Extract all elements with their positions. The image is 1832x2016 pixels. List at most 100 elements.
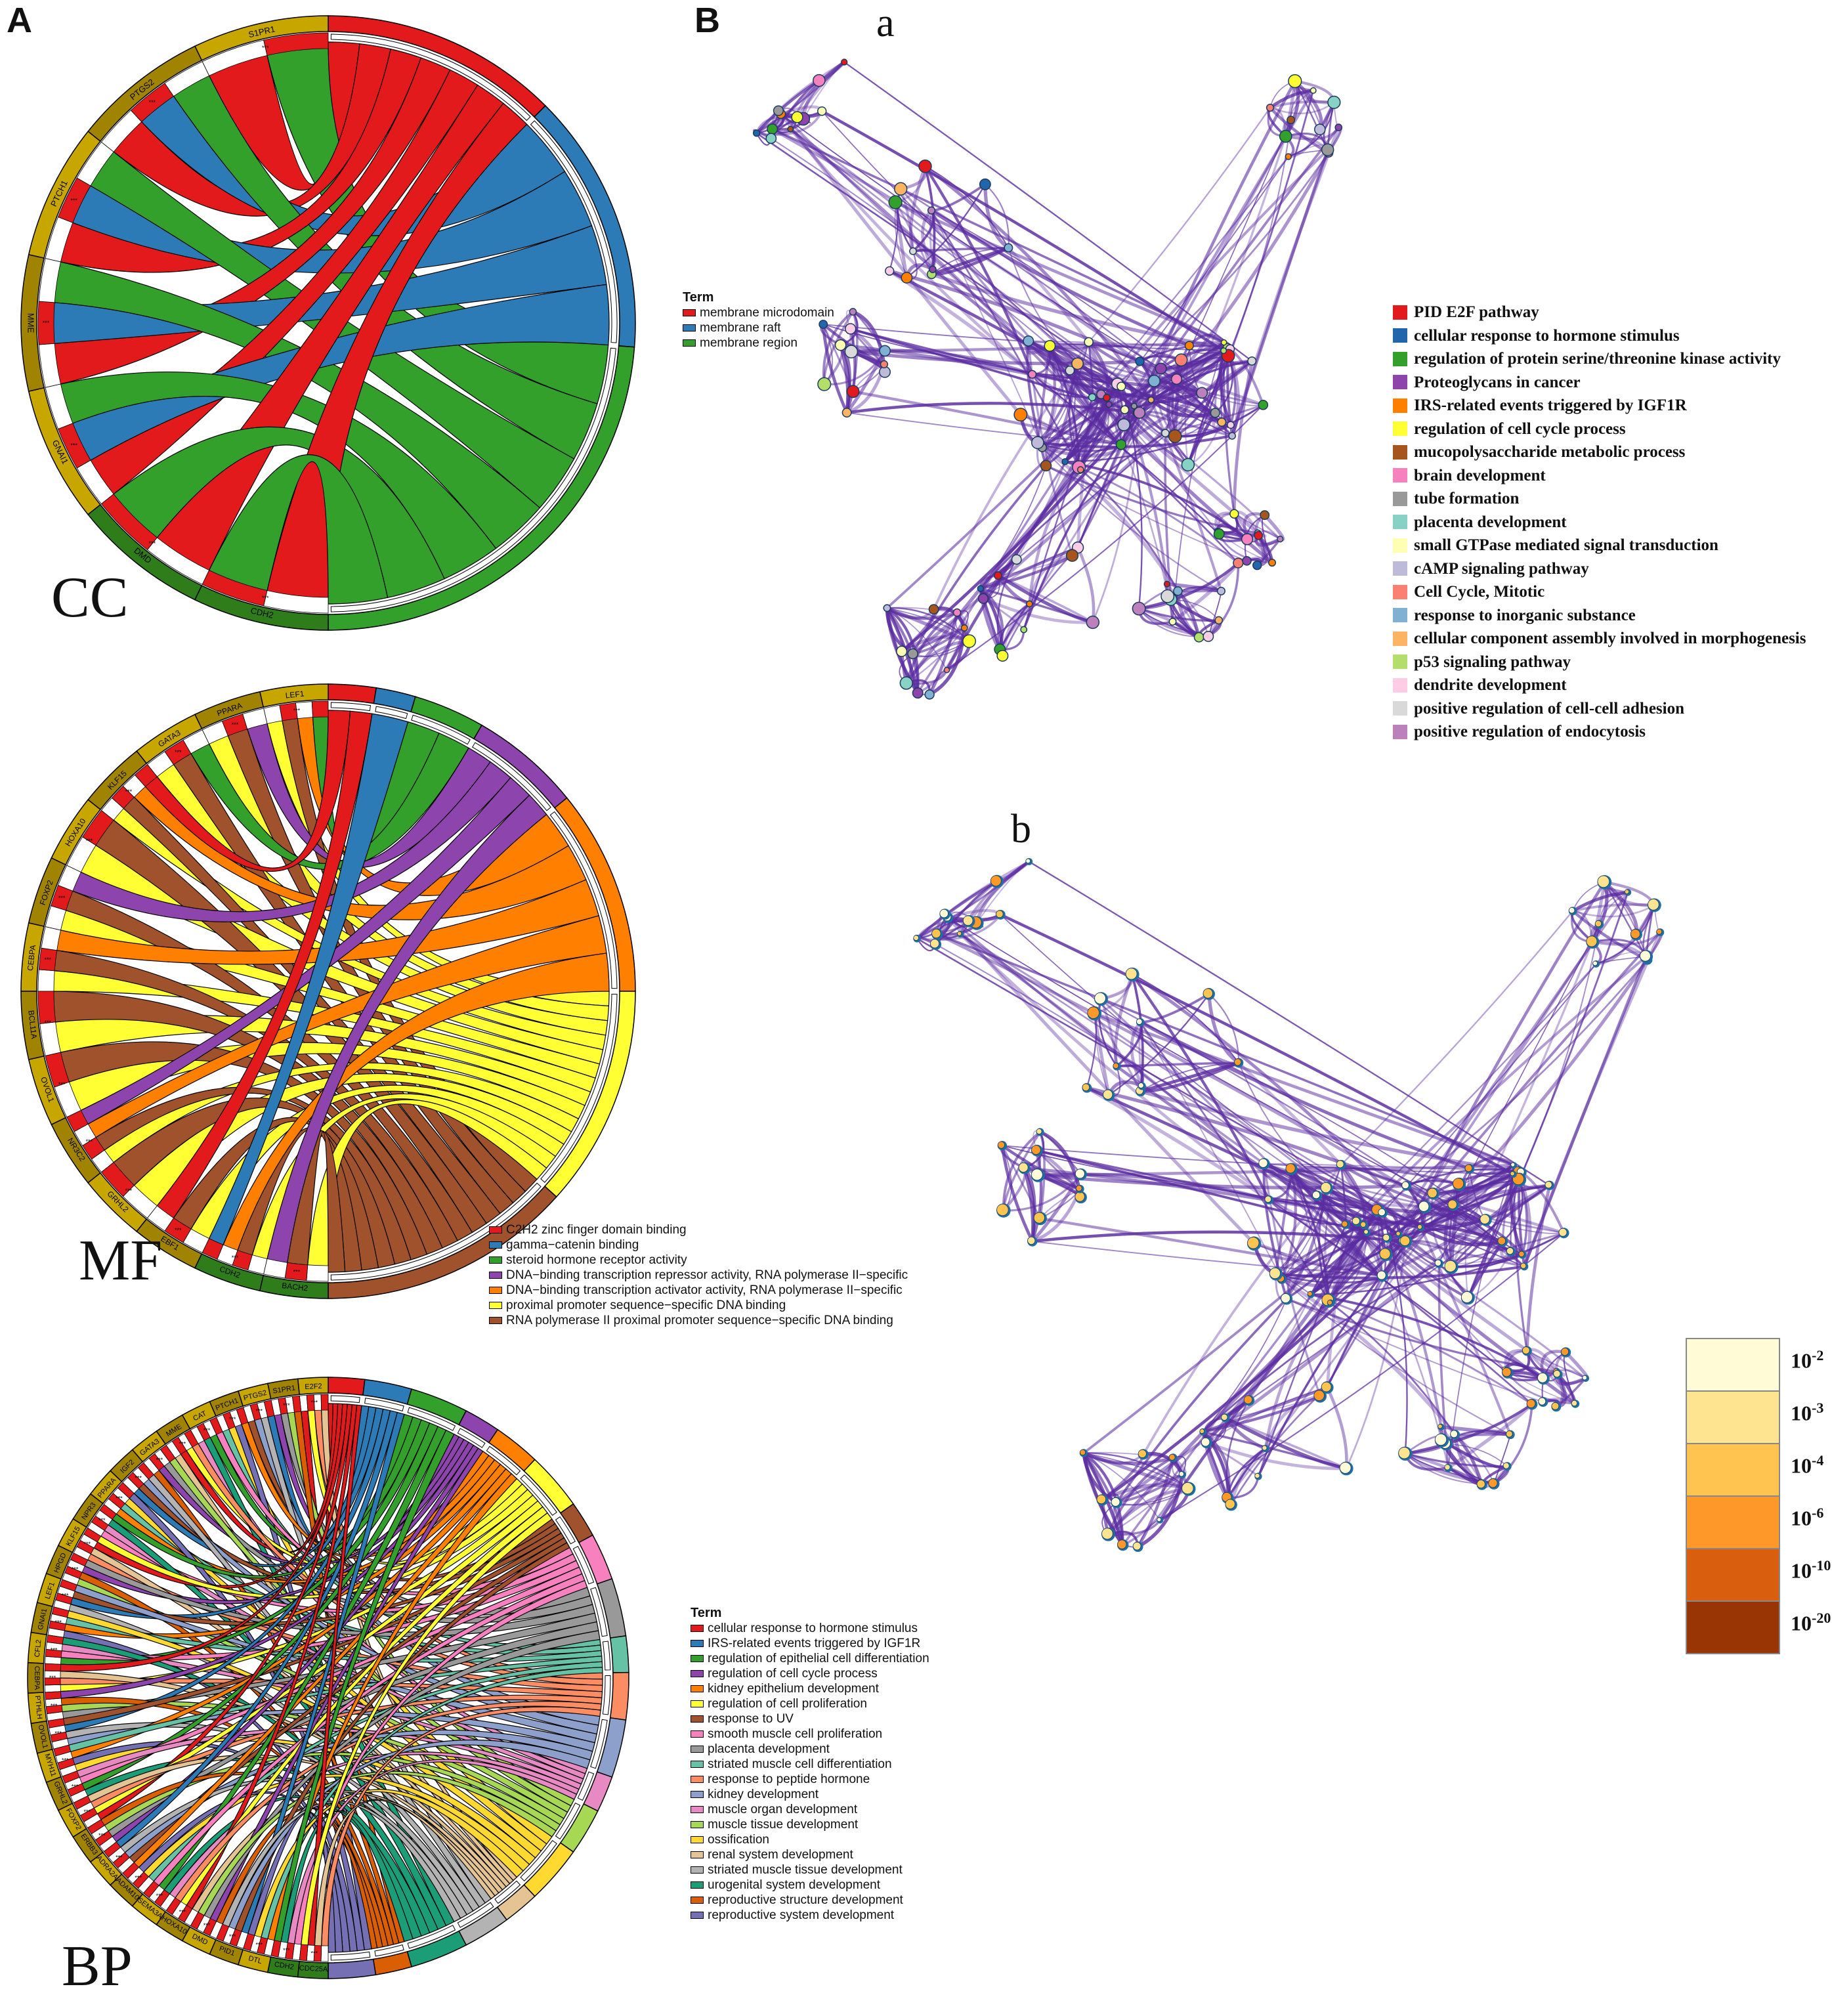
network-node xyxy=(1196,387,1208,399)
bp-heat-cell xyxy=(47,1718,65,1728)
bp-significance-stars: *** xyxy=(283,1947,290,1954)
mf-gene-sector xyxy=(20,922,45,992)
network-node xyxy=(1518,1251,1525,1257)
bp-term-track xyxy=(494,1880,521,1904)
bp-legend-item: muscle organ development xyxy=(691,1802,929,1817)
network-node xyxy=(1252,560,1262,570)
network-edge xyxy=(1037,434,1233,448)
pvalue-scale-cell xyxy=(1687,1339,1779,1392)
mf-term-track xyxy=(472,742,551,811)
network-node xyxy=(928,604,939,614)
mf-term-track xyxy=(411,714,471,745)
network-node xyxy=(1229,509,1239,519)
mf-heat-cell xyxy=(306,1264,329,1282)
bp-significance-stars: *** xyxy=(229,1416,236,1423)
network-node xyxy=(849,308,857,316)
bp-term-track xyxy=(577,1771,595,1801)
network-legend-label: cellular component assembly involved in … xyxy=(1414,630,1806,647)
mf-significance-stars: *** xyxy=(44,956,51,963)
network-edge xyxy=(790,128,1122,448)
network-node xyxy=(1082,1083,1090,1092)
pvalue-scale-cell xyxy=(1687,1602,1779,1653)
network-edge xyxy=(1174,119,1292,437)
cc-gene-sector xyxy=(20,253,45,393)
network-edge xyxy=(1381,958,1649,1277)
network-edge xyxy=(1355,955,1648,1223)
bp-significance-stars: *** xyxy=(62,1757,69,1764)
network-node xyxy=(1460,1291,1473,1303)
network-legend-swatch xyxy=(1393,398,1407,413)
bp-gene-label: CDH2 xyxy=(274,1961,294,1971)
network-node xyxy=(1203,988,1213,998)
mf-legend-item: proximal promoter sequence−specific DNA … xyxy=(489,1298,908,1313)
bp-gene-sector xyxy=(27,1631,47,1664)
bp-legend-item: kidney epithelium development xyxy=(691,1681,929,1696)
network-node xyxy=(918,160,932,173)
network-node xyxy=(1506,1247,1514,1255)
network-node xyxy=(819,320,828,329)
bp-gene-sector xyxy=(131,1893,167,1925)
network-legend-item: small GTPase mediated signal transductio… xyxy=(1393,534,1806,557)
bp-legend-item: striated muscle cell differentiation xyxy=(691,1757,929,1772)
bp-gene-sector xyxy=(181,1401,217,1430)
network-node xyxy=(1497,1237,1506,1245)
bp-term-track xyxy=(330,1395,360,1404)
network-node xyxy=(1031,1145,1041,1155)
bp-legend-label: muscle tissue development xyxy=(708,1818,859,1832)
network-node xyxy=(1161,429,1170,438)
network-legend-swatch xyxy=(1393,421,1407,437)
network-edge xyxy=(1159,1232,1565,1521)
network-edge xyxy=(1493,1404,1533,1485)
bp-term-track xyxy=(572,1545,595,1585)
network-edge xyxy=(1275,1265,1525,1279)
bp-gene-sector xyxy=(36,1572,62,1608)
network-node xyxy=(1320,1182,1332,1193)
network-node xyxy=(1312,1191,1321,1199)
network-node xyxy=(1027,1236,1036,1245)
network-edge xyxy=(1082,1451,1124,1545)
network-edge xyxy=(1518,1179,1528,1255)
network-edge xyxy=(1038,1173,1407,1190)
bp-term-track xyxy=(520,1474,557,1516)
network-legend-swatch xyxy=(1393,701,1407,716)
mf-legend-label: C2H2 zinc finger domain binding xyxy=(506,1223,687,1237)
mf-legend-item: gamma−catenin binding xyxy=(489,1237,908,1253)
network-node xyxy=(1138,1449,1147,1458)
network-legend-item: cellular response to hormone stimulus xyxy=(1393,324,1806,348)
panel-a-letter: A xyxy=(7,1,32,40)
network-legend-item: IRS-related events triggered by IGF1R xyxy=(1393,394,1806,418)
bp-legend-item: response to UV xyxy=(691,1711,929,1726)
network-edge xyxy=(928,612,959,696)
network-edge xyxy=(1445,1443,1508,1467)
bp-heat-cell xyxy=(73,1795,91,1810)
bp-significance-stars: *** xyxy=(179,1441,186,1448)
network-edge xyxy=(1120,446,1239,564)
network-node xyxy=(1560,1347,1569,1356)
network-edge xyxy=(935,880,998,945)
bp-significance-stars: *** xyxy=(72,1566,79,1572)
pvalue-scale-cell xyxy=(1687,1497,1779,1549)
network-edge xyxy=(980,554,1073,590)
network-node xyxy=(952,608,962,617)
bp-significance-stars: *** xyxy=(255,1407,263,1414)
network-edge xyxy=(1140,1089,1522,1174)
network-legend-label: PID E2F pathway xyxy=(1414,303,1539,321)
network-node xyxy=(1105,401,1113,408)
mf-legend-swatch xyxy=(489,1317,502,1324)
network-edge xyxy=(1002,1145,1378,1211)
network-edge xyxy=(1227,355,1237,425)
network-edge xyxy=(1233,513,1281,540)
network-edge xyxy=(1096,998,1109,1096)
bp-heat-cell xyxy=(99,1504,117,1520)
network-edge xyxy=(931,246,1010,276)
bp-significance-stars: *** xyxy=(62,1592,69,1598)
network-node xyxy=(791,111,803,123)
network-node xyxy=(1279,129,1292,143)
network-edge xyxy=(985,183,1010,248)
pvalue-scale-cell xyxy=(1687,1444,1779,1497)
network-node xyxy=(817,106,827,116)
network-node xyxy=(1266,103,1275,112)
network-node xyxy=(1203,631,1214,642)
bp-gene-sector xyxy=(89,1851,123,1886)
network-edge xyxy=(1366,1231,1558,1373)
